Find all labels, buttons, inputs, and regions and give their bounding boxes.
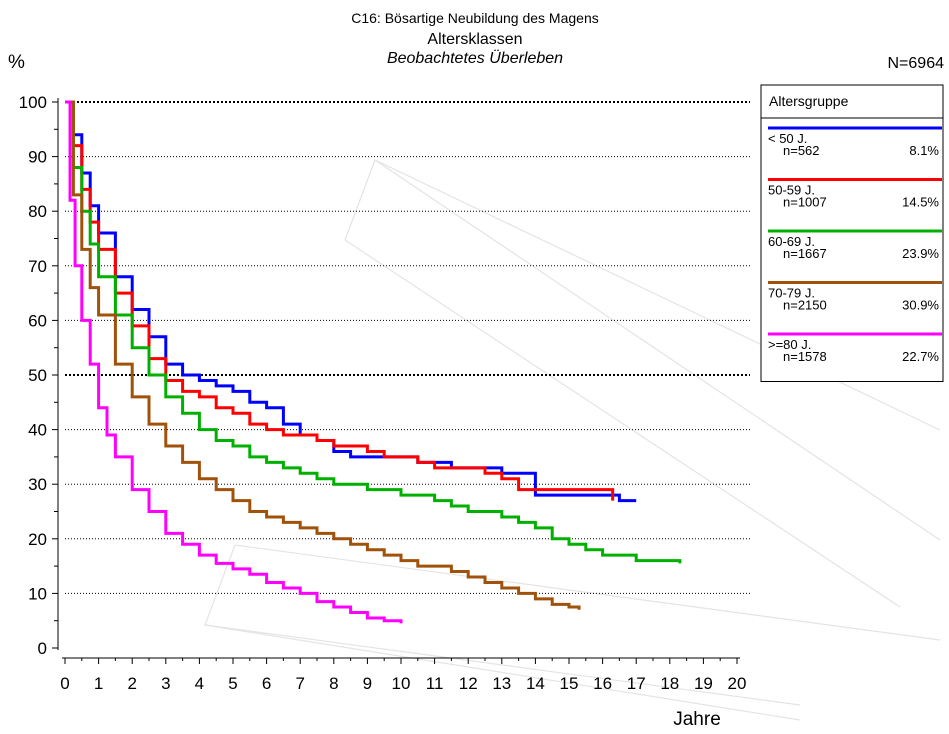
legend-n: n=562 — [783, 143, 820, 158]
legend-n: n=1667 — [783, 246, 827, 261]
x-tick-label: 10 — [392, 674, 411, 693]
series-line-4 — [65, 100, 581, 610]
y-tick-label: 30 — [28, 475, 47, 494]
legend-label: < 50 J. — [768, 131, 807, 146]
x-tick-label: 15 — [560, 674, 579, 693]
y-tick-label: 60 — [28, 311, 47, 330]
series-line-3 — [65, 100, 682, 564]
legend-title: Altersgruppe — [769, 93, 849, 109]
legend-pct: 8.1% — [909, 143, 939, 158]
x-tick-label: 19 — [694, 674, 713, 693]
x-tick-label: 14 — [526, 674, 545, 693]
x-tick-label: 0 — [60, 674, 69, 693]
x-axis-label: Jahre — [673, 709, 721, 729]
y-tick-label: 20 — [28, 530, 47, 549]
y-tick-label: 10 — [28, 584, 47, 603]
gridlines — [65, 101, 750, 594]
y-tick-label: 90 — [28, 148, 47, 167]
watermark — [204, 159, 941, 721]
y-axis-label: % — [8, 52, 25, 73]
legend-n: n=1578 — [783, 349, 827, 364]
series-line-1 — [65, 100, 637, 503]
x-tick-label: 12 — [459, 674, 478, 693]
x-tick-label: 16 — [593, 674, 612, 693]
x-tick-label: 4 — [195, 674, 204, 693]
x-tick-label: 20 — [728, 674, 747, 693]
x-tick-label: 5 — [228, 674, 237, 693]
legend-pct: 22.7% — [902, 349, 939, 364]
n-total: N=6964 — [888, 55, 945, 72]
x-tick-label: 11 — [426, 674, 444, 693]
legend-box — [760, 84, 944, 382]
y-tick-label: 40 — [28, 421, 47, 440]
legend-n: n=2150 — [783, 298, 827, 313]
x-tick-label: 18 — [660, 674, 679, 693]
x-tick-label: 7 — [295, 674, 304, 693]
y-tick-label: 50 — [28, 366, 47, 385]
series-line-5 — [65, 100, 403, 624]
y-tick-label: 100 — [19, 93, 47, 112]
x-tick-label: 1 — [94, 674, 103, 693]
legend-label: 50-59 J. — [768, 183, 815, 198]
y-tick-label: 80 — [28, 202, 47, 221]
x-tick-label: 6 — [262, 674, 271, 693]
x-tick-label: 9 — [363, 674, 372, 693]
legend-label: 70-79 J. — [768, 286, 815, 301]
x-tick-label: 17 — [627, 674, 646, 693]
y-tick-label: 0 — [38, 639, 47, 658]
series-lines — [65, 100, 682, 624]
x-tick-label: 8 — [329, 674, 338, 693]
legend: Altersgruppe < 50 J.n=562 8.1% 50-59 J.n=10… — [760, 84, 944, 382]
chart-subtitle-italic: Beobachtetes Überleben — [387, 49, 563, 67]
legend-n: n=1007 — [783, 195, 827, 210]
legend-pct: 30.9% — [902, 298, 939, 313]
chart-title: C16: Bösartige Neubildung des Magens — [351, 10, 599, 26]
x-tick-label: 2 — [127, 674, 136, 693]
legend-pct: 14.5% — [902, 195, 939, 210]
legend-label: 60-69 J. — [768, 234, 815, 249]
x-tick-label: 3 — [161, 674, 170, 693]
chart-subtitle: Altersklassen — [427, 31, 522, 48]
legend-label: >=80 J. — [768, 337, 811, 352]
y-tick-label: 70 — [28, 257, 47, 276]
series-line-2 — [65, 100, 615, 501]
x-tick-label: 13 — [492, 674, 511, 693]
legend-pct: 23.9% — [902, 246, 939, 261]
